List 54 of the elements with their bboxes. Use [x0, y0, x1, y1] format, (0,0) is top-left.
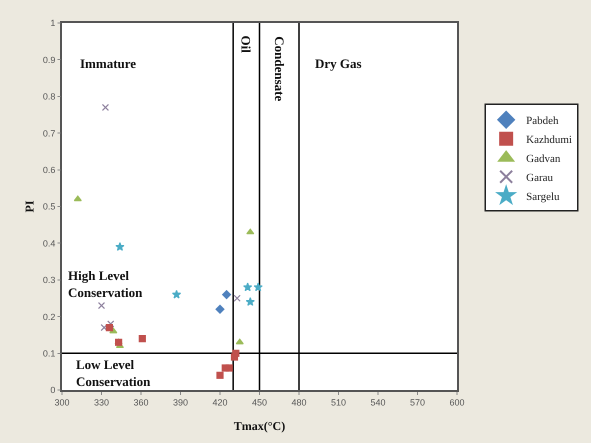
point — [106, 324, 113, 332]
x-tick-label: 330 — [94, 398, 110, 408]
point — [109, 328, 118, 334]
point — [74, 196, 82, 202]
y-tick-label: 0.8 — [42, 92, 56, 102]
y-tick-label: 0 — [50, 385, 56, 396]
point — [254, 282, 263, 292]
annotation: Oil — [238, 36, 254, 54]
x-axis-title: Tmax(°C) — [234, 418, 286, 433]
annotation: Condensate — [272, 36, 287, 102]
point — [102, 104, 110, 112]
y-tick-label: 0.6 — [42, 164, 56, 175]
x-tick-label: 390 — [172, 398, 188, 408]
annotation: Dry Gas — [315, 56, 362, 71]
point — [243, 282, 252, 292]
annotation: Immature — [80, 56, 136, 71]
point — [138, 335, 146, 342]
x-tick-label: 300 — [54, 398, 70, 408]
point — [230, 353, 238, 361]
y-tick-label: 0.9 — [42, 54, 56, 65]
legend-label: Gadvan — [526, 153, 561, 166]
x-tick-label: 570 — [410, 398, 426, 408]
point — [216, 372, 224, 379]
y-tick-label: 0.7 — [42, 128, 56, 138]
point — [234, 294, 241, 302]
legend-label: Pabdeh — [526, 115, 560, 128]
y-tick-label: 0.5 — [42, 202, 56, 212]
x-tick-label: 450 — [252, 398, 268, 408]
y-tick-label: 0.4 — [42, 238, 56, 248]
point — [172, 290, 182, 299]
point — [246, 228, 254, 234]
point — [115, 242, 125, 251]
x-tick-label: 360 — [133, 398, 149, 408]
y-tick-label: 1 — [50, 18, 56, 28]
point — [236, 338, 244, 344]
x-tick-label: 420 — [212, 398, 228, 408]
legend-label: Sargelu — [526, 191, 560, 204]
annotation: Low Level Conservation — [76, 357, 152, 389]
y-tick-label: 0.3 — [42, 275, 56, 286]
point — [246, 297, 255, 306]
point — [222, 364, 229, 372]
x-tick-label: 510 — [330, 398, 346, 408]
annotation: High Level Conservation — [68, 268, 144, 300]
point — [98, 302, 106, 310]
y-axis-title: PI — [22, 200, 37, 212]
x-tick-label: 540 — [370, 398, 386, 408]
legend-label: Kazhdumi — [526, 134, 572, 146]
point — [222, 290, 232, 300]
x-tick-label: 480 — [291, 398, 307, 408]
point — [216, 304, 224, 314]
x-tick-label: 600 — [449, 398, 465, 408]
y-tick-label: 0.2 — [42, 312, 56, 322]
y-tick-label: 0.1 — [42, 348, 56, 358]
legend-label: Garau — [526, 172, 554, 184]
